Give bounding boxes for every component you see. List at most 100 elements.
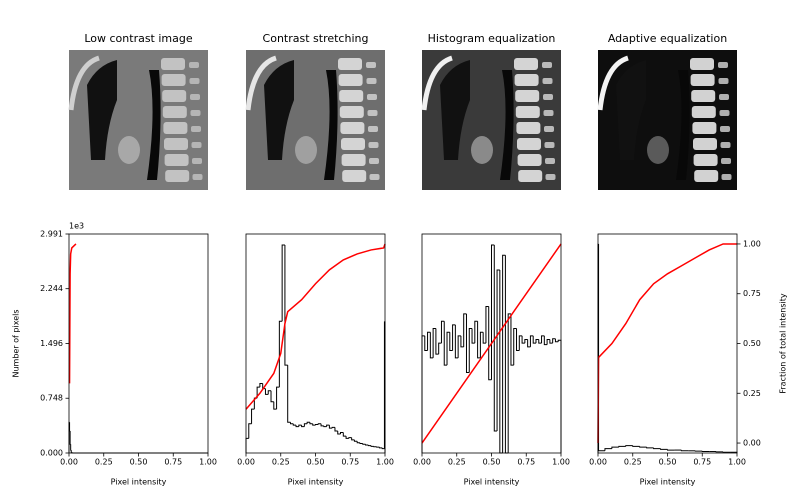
image-vertebra — [164, 154, 189, 166]
histogram-step — [618, 445, 626, 448]
axes-frame — [68, 233, 209, 454]
histogram-step — [276, 386, 280, 410]
image-spinous — [719, 94, 729, 100]
histogram-step — [502, 254, 506, 453]
image-vertebra — [164, 138, 188, 150]
image-spinous — [367, 94, 377, 100]
histogram-step — [370, 445, 374, 447]
x-axis-label: Pixel intensity — [640, 478, 696, 487]
image-vertebra — [340, 122, 365, 134]
x-tick-label: 0.00 — [413, 458, 431, 467]
histogram-step — [424, 335, 428, 351]
histogram-step — [454, 324, 459, 359]
histogram-step — [510, 313, 514, 366]
histogram-step — [632, 445, 640, 447]
histogram-step — [320, 423, 324, 427]
histogram-step — [70, 450, 72, 453]
image-vertebra — [514, 58, 538, 70]
histogram-step — [289, 422, 294, 425]
histogram-step — [381, 447, 385, 450]
image-panel — [245, 50, 385, 190]
image-spinous — [544, 142, 555, 148]
histogram-step — [538, 339, 542, 344]
image-spinous — [721, 158, 731, 164]
histogram-step — [317, 423, 322, 425]
image-spinous — [543, 110, 554, 116]
y-tick-label: 2.244 — [40, 284, 63, 293]
histogram-step — [457, 335, 461, 358]
image-vertebra — [517, 138, 541, 150]
histogram-step — [353, 439, 358, 442]
histogram-step — [287, 365, 291, 423]
histogram-step — [549, 339, 553, 344]
histogram-step — [427, 331, 431, 351]
histogram-step — [270, 390, 274, 403]
image-spinous — [369, 158, 379, 164]
histogram-step — [513, 328, 517, 366]
x-axis-label: Pixel intensity — [288, 478, 344, 487]
histogram-step — [667, 449, 675, 451]
x-tick-label: 0.50 — [307, 458, 325, 467]
image-vertebra — [163, 122, 188, 134]
image-airway-dark — [676, 70, 690, 180]
image-aorta — [295, 136, 317, 164]
histogram-panel: 0.00 0.25 0.50 0.75 1.00 Pixel intensity — [413, 233, 570, 487]
image-spinous — [189, 62, 199, 68]
histogram-panel: 0.00 0.25 0.50 0.75 1.00 Pixel intensity — [237, 233, 394, 487]
histogram-step — [474, 320, 478, 344]
histogram-step — [251, 408, 255, 424]
image-rib — [245, 55, 277, 111]
histogram-step — [482, 332, 486, 344]
image-spinous — [369, 174, 380, 180]
histogram-step — [452, 324, 456, 351]
histogram-step — [496, 269, 500, 432]
image-vertebra — [161, 58, 185, 70]
image-vertebra — [339, 106, 364, 118]
histogram-step — [507, 313, 511, 453]
histogram-step — [485, 306, 489, 344]
image-vertebra — [515, 106, 540, 118]
x-tick-label: 0.75 — [517, 458, 535, 467]
image-spinous — [719, 110, 730, 116]
y2-tick-label: 0.25 — [743, 389, 761, 398]
image-vertebra — [518, 170, 543, 182]
image-spinous — [545, 158, 555, 164]
histogram-step — [264, 388, 269, 395]
histogram-step — [337, 431, 341, 435]
y2-tick-label: 1.00 — [743, 239, 761, 248]
y-tick-label: 0.748 — [40, 394, 63, 403]
cdf-line — [245, 243, 386, 410]
histogram-step — [278, 320, 283, 388]
image-rib — [68, 55, 100, 111]
histogram-panel: 0.00 0.25 0.50 0.75 1.00 Pixel intensity 0.000… — [12, 222, 217, 487]
image-spinous — [542, 62, 552, 68]
image-airway — [440, 60, 470, 160]
image-spinous — [189, 78, 200, 84]
histogram-step — [342, 432, 347, 437]
histogram-step — [463, 313, 467, 347]
histogram-step — [421, 335, 425, 453]
histogram-step — [356, 441, 360, 444]
histogram-step — [351, 437, 355, 441]
histogram-step — [598, 243, 605, 452]
cdf-line — [421, 243, 562, 444]
histogram-step — [611, 446, 619, 449]
image-vertebra — [517, 154, 542, 166]
histogram-step — [541, 335, 545, 344]
x-tick-label: 0.50 — [659, 458, 677, 467]
image-aorta — [471, 136, 493, 164]
histogram-step — [443, 321, 448, 366]
image-rib — [421, 55, 453, 111]
x-axis-label: Pixel intensity — [111, 478, 167, 487]
image-spinous — [191, 142, 202, 148]
image-title: Histogram equalization — [428, 32, 556, 45]
histogram-step — [653, 447, 661, 450]
y-tick-label: 2.991 — [40, 230, 63, 239]
image-panel — [597, 50, 737, 190]
image-spinous — [545, 174, 556, 180]
histogram-step — [465, 313, 470, 373]
image-aorta — [647, 136, 669, 164]
histogram-step — [312, 423, 316, 426]
image-rib — [597, 55, 629, 111]
